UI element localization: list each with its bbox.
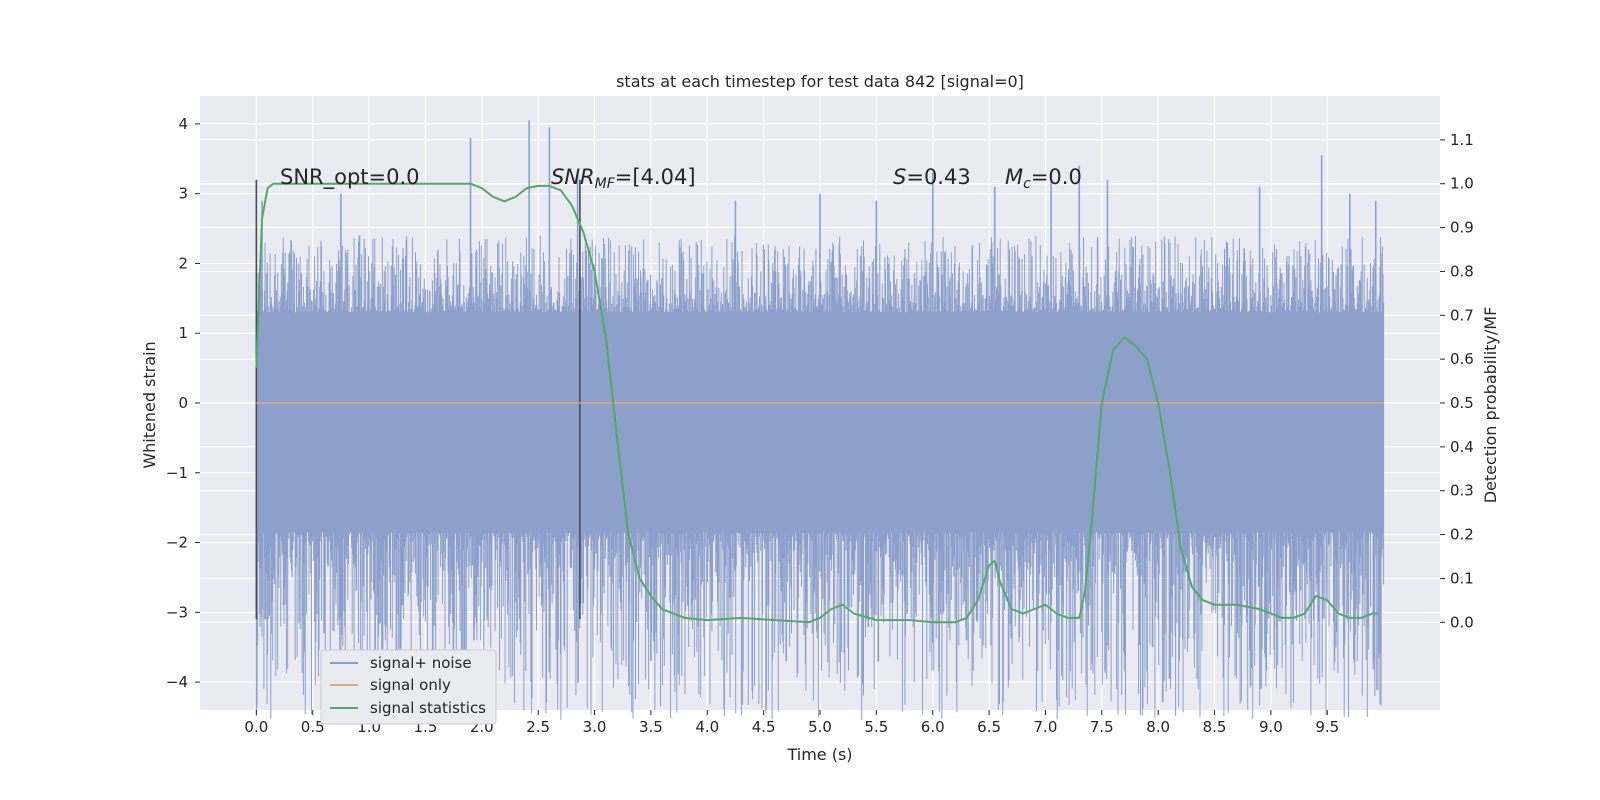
x-tick-label-1: 0.5: [301, 718, 325, 736]
legend-label-signal-only: signal only: [370, 676, 451, 694]
y-left-tick-label-4: 0: [178, 394, 188, 412]
x-tick-label-17: 8.5: [1203, 718, 1227, 736]
x-tick-label-6: 3.0: [583, 718, 607, 736]
y-right-tick-label-10: 0.1: [1450, 569, 1474, 587]
annotation-snr-mf-value: =[4.04]: [615, 165, 696, 189]
y-left-tick-label-7: −3: [166, 603, 188, 621]
x-tick-label-9: 4.5: [752, 718, 776, 736]
x-tick-label-13: 6.5: [977, 718, 1001, 736]
annotation-s: S=0.43: [893, 165, 971, 189]
y-right-tick-label-0: 1.1: [1450, 131, 1474, 149]
y-left-tick-label-0: 4: [178, 115, 188, 133]
x-tick-label-11: 5.5: [864, 718, 888, 736]
y-left-tick-label-6: −2: [166, 534, 188, 552]
x-tick-label-7: 3.5: [639, 718, 663, 736]
y-left-tick-label-1: 3: [178, 185, 188, 203]
y-right-tick-label-11: 0.0: [1450, 613, 1474, 631]
y-right-tick-label-3: 0.8: [1450, 262, 1474, 280]
y-left-tick-label-3: 1: [178, 324, 188, 342]
legend: signal+ noise signal only signal statist…: [320, 649, 497, 725]
y-axis-label-left: Whitened strain: [140, 341, 159, 468]
annotation-s-label: S: [893, 165, 906, 189]
annotation-snr-mf: SNRMF=[4.04]: [551, 165, 696, 192]
y-right-tick-label-1: 1.0: [1450, 175, 1474, 193]
x-tick-label-12: 6.0: [921, 718, 945, 736]
annotation-mc: Mc=0.0: [1005, 165, 1082, 192]
chart-title: stats at each timestep for test data 842…: [616, 72, 1024, 91]
x-tick-label-14: 7.0: [1034, 718, 1058, 736]
annotation-snr-mf-sub: MF: [595, 176, 616, 192]
x-tick-label-5: 2.5: [526, 718, 550, 736]
annotations: SNR_opt=0.0 SNRMF=[4.04] S=0.43 Mc=0.0: [280, 165, 1082, 192]
x-axis-label: Time (s): [786, 745, 852, 764]
y-right-tick-label-7: 0.4: [1450, 438, 1474, 456]
legend-label-signal-statistics: signal statistics: [370, 699, 486, 717]
x-tick-label-10: 5.0: [808, 718, 832, 736]
x-tick-label-0: 0.0: [244, 718, 268, 736]
legend-label-signal-noise: signal+ noise: [370, 654, 472, 672]
annotation-mc-sub: c: [1023, 176, 1031, 192]
annotation-mc-value: =0.0: [1031, 165, 1082, 189]
annotation-mc-base: M: [1005, 165, 1023, 189]
x-tick-label-8: 4.0: [695, 718, 719, 736]
vertical-markers: [255, 179, 581, 620]
annotation-snr-mf-base: SNR: [551, 165, 595, 189]
tick-labels: 0.0 0.5 1.0 1.5 2.0 2.5 3.0 3.5 4.0 4.5 5.0 5.5 6.0 6…: [166, 115, 1474, 736]
line-series: [255, 182, 1384, 624]
y-left-tick-label-5: −1: [166, 464, 188, 482]
y-right-tick-label-9: 0.2: [1450, 526, 1474, 544]
y-left-tick-label-2: 2: [178, 254, 188, 272]
y-right-tick-label-6: 0.5: [1450, 394, 1474, 412]
x-tick-label-16: 8.0: [1146, 718, 1170, 736]
y-right-tick-label-5: 0.6: [1450, 350, 1474, 368]
signal-statistics-line: [255, 182, 1378, 624]
signal-noise-series: [255, 120, 1385, 720]
x-tick-label-15: 7.5: [1090, 718, 1114, 736]
y-right-tick-label-4: 0.7: [1450, 306, 1474, 324]
x-tick-label-19: 9.5: [1315, 718, 1339, 736]
y-axis-label-right: Detection probability/MF: [1481, 307, 1500, 504]
y-right-tick-label-2: 0.9: [1450, 219, 1474, 237]
annotation-s-value: =0.43: [906, 165, 970, 189]
legend-box: [320, 649, 497, 725]
y-right-tick-label-8: 0.3: [1450, 482, 1474, 500]
y-left-tick-label-8: −4: [166, 673, 188, 691]
annotation-snr-opt: SNR_opt=0.0: [280, 165, 420, 190]
x-tick-label-18: 9.0: [1259, 718, 1283, 736]
